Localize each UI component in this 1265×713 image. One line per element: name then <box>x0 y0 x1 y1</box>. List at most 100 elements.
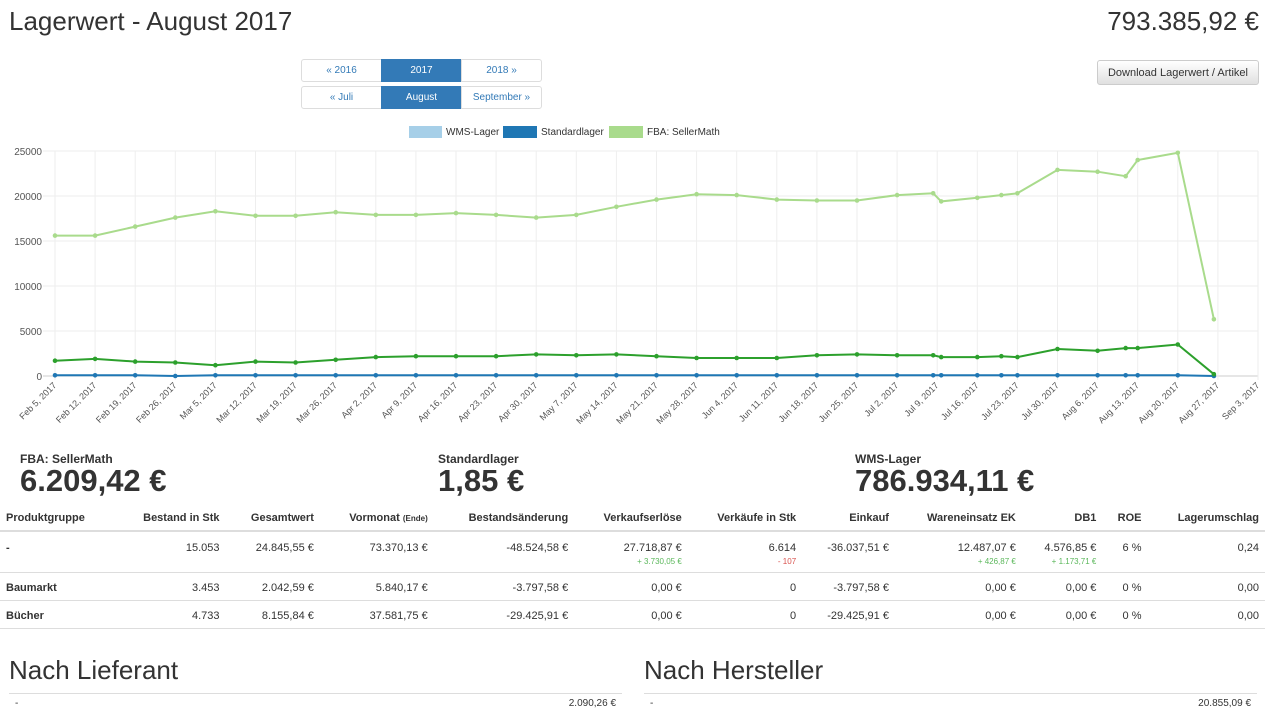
data-point-fba-sellermath <box>694 355 699 361</box>
data-point-fba-sellermath <box>132 359 138 364</box>
col-turnover[interactable]: Lagerumschlag <box>1147 505 1265 532</box>
data-point-fba-sellermath <box>654 353 659 359</box>
x-tick-label: Jun 18, 2017 <box>776 380 820 424</box>
data-point-wms-lager <box>938 199 944 204</box>
x-tick-label: Feb 19, 2017 <box>94 380 139 425</box>
data-point-fba-sellermath <box>213 362 218 368</box>
data-point-standardlager <box>654 372 659 378</box>
prev-month-button[interactable]: « Juli <box>301 86 382 109</box>
data-point-fba-sellermath <box>533 352 539 357</box>
kpi-wms: WMS-Lager 786.934,11 € <box>855 452 1034 497</box>
col-prev[interactable]: Vormonat (Ende) <box>319 505 434 532</box>
data-point-fba-sellermath <box>734 355 739 361</box>
cell-group[interactable]: Bücher <box>0 600 115 629</box>
x-tick-label: Aug 6, 2017 <box>1060 380 1101 421</box>
data-point-standardlager <box>999 372 1004 378</box>
data-point-wms-lager <box>52 233 58 238</box>
data-point-wms-lager <box>333 209 339 215</box>
table-row[interactable]: Bücher 4.733 8.155,84 € 37.581,75 € -29.… <box>0 600 1265 629</box>
data-point-standardlager <box>132 372 138 378</box>
list-item[interactable]: - 2.090,26 € <box>9 694 622 709</box>
x-tick-label: Feb 12, 2017 <box>54 380 99 425</box>
data-point-standardlager <box>938 372 944 378</box>
kpi-standardlager-label: Standardlager <box>438 452 519 466</box>
data-point-wms-lager <box>453 210 459 216</box>
data-point-standardlager <box>1095 372 1100 378</box>
current-month-button[interactable]: August <box>381 86 462 109</box>
col-cost[interactable]: Wareneinsatz EK <box>894 505 1022 532</box>
data-point-wms-lager <box>413 212 419 218</box>
cell-group[interactable]: - <box>0 531 115 573</box>
table-row[interactable]: - 15.053 24.845,55 € 73.370,13 € -48.524… <box>0 531 1265 573</box>
data-point-wms-lager <box>1211 317 1217 322</box>
data-point-wms-lager <box>654 197 659 202</box>
data-point-wms-lager <box>774 197 780 202</box>
col-stock[interactable]: Bestand in Stk <box>114 505 226 532</box>
data-point-fba-sellermath <box>975 354 980 360</box>
data-point-standardlager <box>373 372 379 378</box>
cell-prev: 37.581,75 € <box>319 600 434 629</box>
data-point-fba-sellermath <box>52 358 58 363</box>
table-row[interactable]: Baumarkt 3.453 2.042,59 € 5.840,17 € -3.… <box>0 572 1265 601</box>
x-tick-label: Jun 25, 2017 <box>817 380 861 424</box>
x-tick-label: Apr 16, 2017 <box>416 380 460 424</box>
data-point-fba-sellermath <box>413 353 419 359</box>
data-point-fba-sellermath <box>1055 346 1060 352</box>
legend-swatch-wms-lager <box>409 126 442 138</box>
col-purchase[interactable]: Einkauf <box>802 505 895 532</box>
data-point-standardlager <box>493 372 499 378</box>
x-tick-label: Apr 2, 2017 <box>339 380 379 420</box>
kpi-fba: FBA: SellerMath 6.209,42 € <box>20 452 167 497</box>
cell-turnover: 0,00 <box>1147 572 1265 601</box>
col-group[interactable]: Produktgruppe <box>0 505 115 532</box>
cell-sales: 6.614 - 107 <box>687 531 803 573</box>
download-stock-value-button[interactable]: Download Lagerwert / Artikel <box>1096 60 1259 85</box>
cell-purchase: -29.425,91 € <box>802 600 895 629</box>
total-stock-value: 793.385,92 € <box>1107 6 1259 36</box>
x-tick-label: Apr 9, 2017 <box>379 380 419 420</box>
data-point-standardlager <box>533 372 539 378</box>
cell-roe: 6 % <box>1102 531 1148 573</box>
current-year-button[interactable]: 2017 <box>381 59 462 82</box>
col-total[interactable]: Gesamtwert <box>225 505 320 532</box>
x-tick-label: Sep 3, 2017 <box>1220 380 1261 421</box>
data-point-fba-sellermath <box>333 357 339 363</box>
data-point-standardlager <box>975 372 980 378</box>
data-point-fba-sellermath <box>1095 348 1100 354</box>
data-point-standardlager <box>1135 372 1140 378</box>
y-tick-label: 15000 <box>14 237 42 248</box>
col-db1[interactable]: DB1 <box>1021 505 1103 532</box>
series-line-standardlager <box>55 374 1214 378</box>
col-sales[interactable]: Verkäufe in Stk <box>687 505 803 532</box>
x-tick-label: Mar 26, 2017 <box>295 380 340 425</box>
next-month-button[interactable]: September » <box>461 86 542 109</box>
cell-cost-delta: + 426,87 € <box>977 557 1016 566</box>
data-point-standardlager <box>1123 372 1128 378</box>
col-roe[interactable]: ROE <box>1102 505 1148 532</box>
data-point-standardlager <box>453 372 459 378</box>
cell-group[interactable]: Baumarkt <box>0 572 115 601</box>
data-point-wms-lager <box>975 195 980 201</box>
col-change[interactable]: Bestandsänderung <box>433 505 575 532</box>
next-year-button[interactable]: 2018 » <box>461 59 542 82</box>
data-point-wms-lager <box>1095 169 1100 174</box>
data-point-standardlager <box>293 372 298 378</box>
list-item[interactable]: - 20.855,09 € <box>644 694 1257 709</box>
data-point-fba-sellermath <box>938 354 944 360</box>
kpi-standardlager-value: 1,85 € <box>438 463 525 498</box>
cell-db1-delta: + 1.173,71 € <box>1051 557 1097 566</box>
cell-purchase: -36.037,51 € <box>802 531 895 573</box>
cell-revenue: 0,00 € <box>574 600 688 629</box>
data-point-wms-lager <box>132 224 138 229</box>
x-tick-label: Mar 12, 2017 <box>214 380 259 425</box>
prev-year-button[interactable]: « 2016 <box>301 59 382 82</box>
col-revenue[interactable]: Verkaufserlöse <box>574 505 688 532</box>
x-tick-label: Jul 9, 2017 <box>902 380 940 418</box>
x-tick-label: Apr 30, 2017 <box>496 380 540 424</box>
product-group-table: Produktgruppe Bestand in Stk Gesamtwert … <box>0 505 1265 629</box>
cell-db1-value: 4.576,85 € <box>1044 542 1097 554</box>
data-point-fba-sellermath <box>1123 345 1128 351</box>
cell-db1: 0,00 € <box>1021 572 1103 601</box>
cell-stock: 4.733 <box>114 600 226 629</box>
